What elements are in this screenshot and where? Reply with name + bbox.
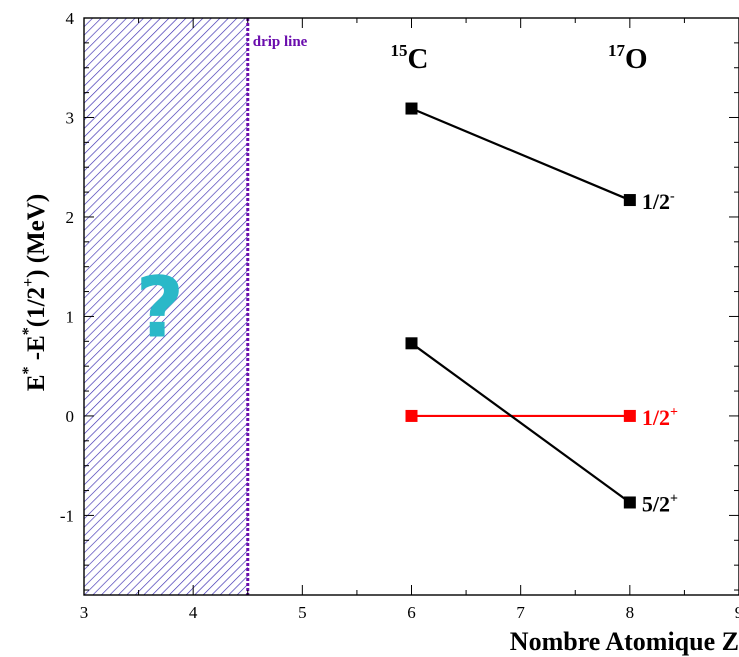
x-tick-label: 8 xyxy=(626,603,635,622)
data-point xyxy=(623,496,636,509)
series-label: 1/2+ xyxy=(642,405,678,430)
x-tick-label: 3 xyxy=(80,603,89,622)
question-mark: ? xyxy=(136,258,185,356)
nucleus-mass: 15 xyxy=(391,41,408,60)
text-part: (1/2 xyxy=(23,287,50,327)
x-tick-label: 5 xyxy=(298,603,307,622)
text-part: -E xyxy=(23,335,50,366)
y-tick-label: -1 xyxy=(60,506,74,525)
nucleus-symbol: C xyxy=(408,43,429,75)
y-tick-label: 1 xyxy=(66,307,75,326)
nucleus-symbol: O xyxy=(625,43,648,75)
text-part: * xyxy=(20,366,37,374)
x-tick-label: 7 xyxy=(516,603,525,622)
x-tick-label: 6 xyxy=(407,603,416,622)
x-axis-label: Nombre Atomique Z xyxy=(510,627,739,656)
nucleus-label: 17O xyxy=(608,41,648,75)
series-label: 5/2+ xyxy=(642,491,678,516)
text-part: 1/2 xyxy=(642,405,670,430)
nucleus-label: 15C xyxy=(391,41,429,75)
text-part: 1/2 xyxy=(642,189,670,214)
y-tick-label: 0 xyxy=(66,407,75,426)
text-part: 5/2 xyxy=(642,491,670,516)
data-point xyxy=(623,409,636,422)
unknown-region-hatch xyxy=(84,18,248,595)
y-axis-label: E* -E*(1/2+) (MeV) xyxy=(20,194,50,391)
y-tick-label: 2 xyxy=(66,208,75,227)
data-point xyxy=(405,409,418,422)
nucleus-mass: 17 xyxy=(608,41,626,60)
text-part: + xyxy=(670,405,678,420)
text-part: + xyxy=(20,278,37,287)
series-line xyxy=(410,342,631,504)
y-tick-label: 3 xyxy=(66,108,75,127)
drip-line-label: drip line xyxy=(253,34,308,50)
text-part: ) (MeV) xyxy=(23,194,50,278)
data-point xyxy=(405,337,418,350)
text-part: - xyxy=(670,189,675,204)
data-point xyxy=(405,102,418,115)
text-part: * xyxy=(20,327,37,335)
series-line xyxy=(411,107,631,202)
text-part: + xyxy=(670,491,678,506)
text-part: E xyxy=(23,374,50,391)
series-label: 1/2- xyxy=(642,189,675,214)
x-tick-label: 4 xyxy=(189,603,198,622)
y-tick-label: 4 xyxy=(66,9,75,28)
data-point xyxy=(623,194,636,207)
x-tick-label: 9 xyxy=(735,603,739,622)
